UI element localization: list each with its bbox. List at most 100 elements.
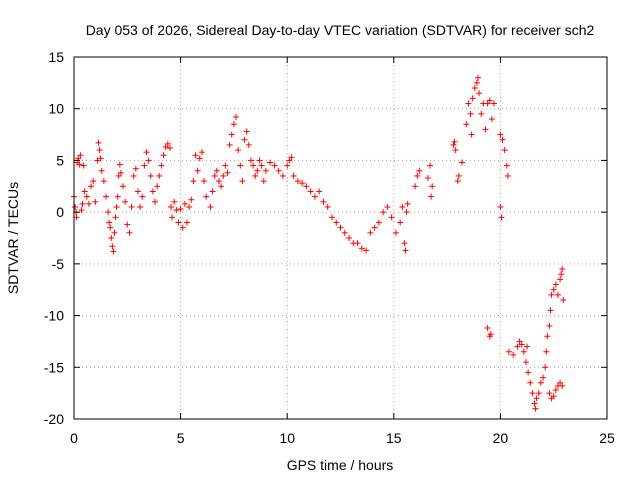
data-point <box>260 178 267 185</box>
data-point <box>139 193 146 200</box>
data-point <box>211 172 218 179</box>
data-point <box>72 203 79 210</box>
axis-ticks <box>73 56 608 420</box>
data-point <box>416 167 423 174</box>
data-point <box>402 247 409 254</box>
data-point <box>543 348 550 355</box>
chart-title: Day 053 of 2026, Sidereal Day-to-day VTE… <box>86 22 595 38</box>
data-point <box>504 172 511 179</box>
data-point <box>237 162 244 169</box>
data-point <box>518 341 525 348</box>
data-point <box>88 183 95 190</box>
data-point <box>181 200 188 207</box>
data-point <box>559 266 566 273</box>
data-point <box>522 359 529 366</box>
data-point <box>367 229 374 236</box>
data-point <box>201 178 208 185</box>
data-point <box>487 331 494 338</box>
data-point <box>95 139 102 146</box>
data-point <box>412 183 419 190</box>
data-point <box>559 382 566 389</box>
data-point <box>284 162 291 169</box>
data-point <box>145 157 152 164</box>
y-tick-label: -20 <box>44 411 64 427</box>
data-point <box>73 214 80 221</box>
data-point <box>469 95 476 102</box>
data-point <box>465 100 472 107</box>
data-point <box>83 193 90 200</box>
data-point <box>478 110 485 117</box>
data-point <box>141 162 148 169</box>
x-tick-label: 0 <box>70 430 78 446</box>
data-point <box>183 219 190 226</box>
data-point <box>156 172 163 179</box>
data-point <box>126 229 133 236</box>
data-point <box>375 219 382 226</box>
data-point <box>179 224 186 231</box>
data-point <box>154 183 161 190</box>
data-point <box>233 113 240 120</box>
data-point <box>147 172 154 179</box>
data-point <box>455 172 462 179</box>
data-point <box>497 131 504 138</box>
data-point <box>516 338 523 345</box>
data-point <box>190 178 197 185</box>
data-point <box>80 162 87 169</box>
data-point <box>169 214 176 221</box>
data-point <box>531 400 538 407</box>
data-point <box>535 390 542 397</box>
data-point <box>230 121 237 128</box>
data-point <box>303 183 310 190</box>
data-point <box>105 209 112 216</box>
data-point <box>429 183 436 190</box>
data-point <box>525 369 532 376</box>
data-point <box>158 162 165 169</box>
data-point <box>552 281 559 288</box>
data-point <box>116 161 123 168</box>
data-point <box>471 85 478 92</box>
data-point <box>203 193 210 200</box>
data-point <box>554 291 561 298</box>
data-point <box>299 180 306 187</box>
data-point <box>505 348 512 355</box>
data-point <box>241 136 248 143</box>
data-point <box>243 128 250 135</box>
data-point <box>532 405 539 412</box>
data-point <box>114 193 121 200</box>
data-point <box>192 152 199 159</box>
data-point <box>115 172 122 179</box>
data-point <box>510 351 517 358</box>
data-point <box>279 172 286 179</box>
data-point <box>79 200 86 207</box>
data-point <box>97 155 104 162</box>
data-point <box>152 198 159 205</box>
x-tick-label: 20 <box>493 430 509 446</box>
data-point <box>207 203 214 210</box>
data-point <box>558 271 565 278</box>
data-point <box>397 219 404 226</box>
data-point <box>194 167 201 174</box>
data-point <box>77 152 84 159</box>
data-point <box>166 145 173 152</box>
data-point <box>463 121 470 128</box>
data-point <box>209 188 216 195</box>
data-point <box>337 224 344 231</box>
data-point <box>256 157 263 164</box>
data-point <box>363 247 370 254</box>
data-point <box>98 167 105 174</box>
data-point <box>102 193 109 200</box>
data-point <box>132 165 139 172</box>
data-point <box>557 379 564 386</box>
data-point <box>380 209 387 216</box>
data-point <box>354 240 361 247</box>
data-point <box>96 147 103 154</box>
data-point <box>527 379 534 386</box>
data-point <box>288 154 295 161</box>
data-point <box>544 333 551 340</box>
grid-lines <box>74 57 607 419</box>
data-point <box>424 175 431 182</box>
data-point <box>547 307 554 314</box>
data-point <box>247 157 254 164</box>
data-point <box>218 183 225 190</box>
x-axis-label: GPS time / hours <box>287 457 394 473</box>
